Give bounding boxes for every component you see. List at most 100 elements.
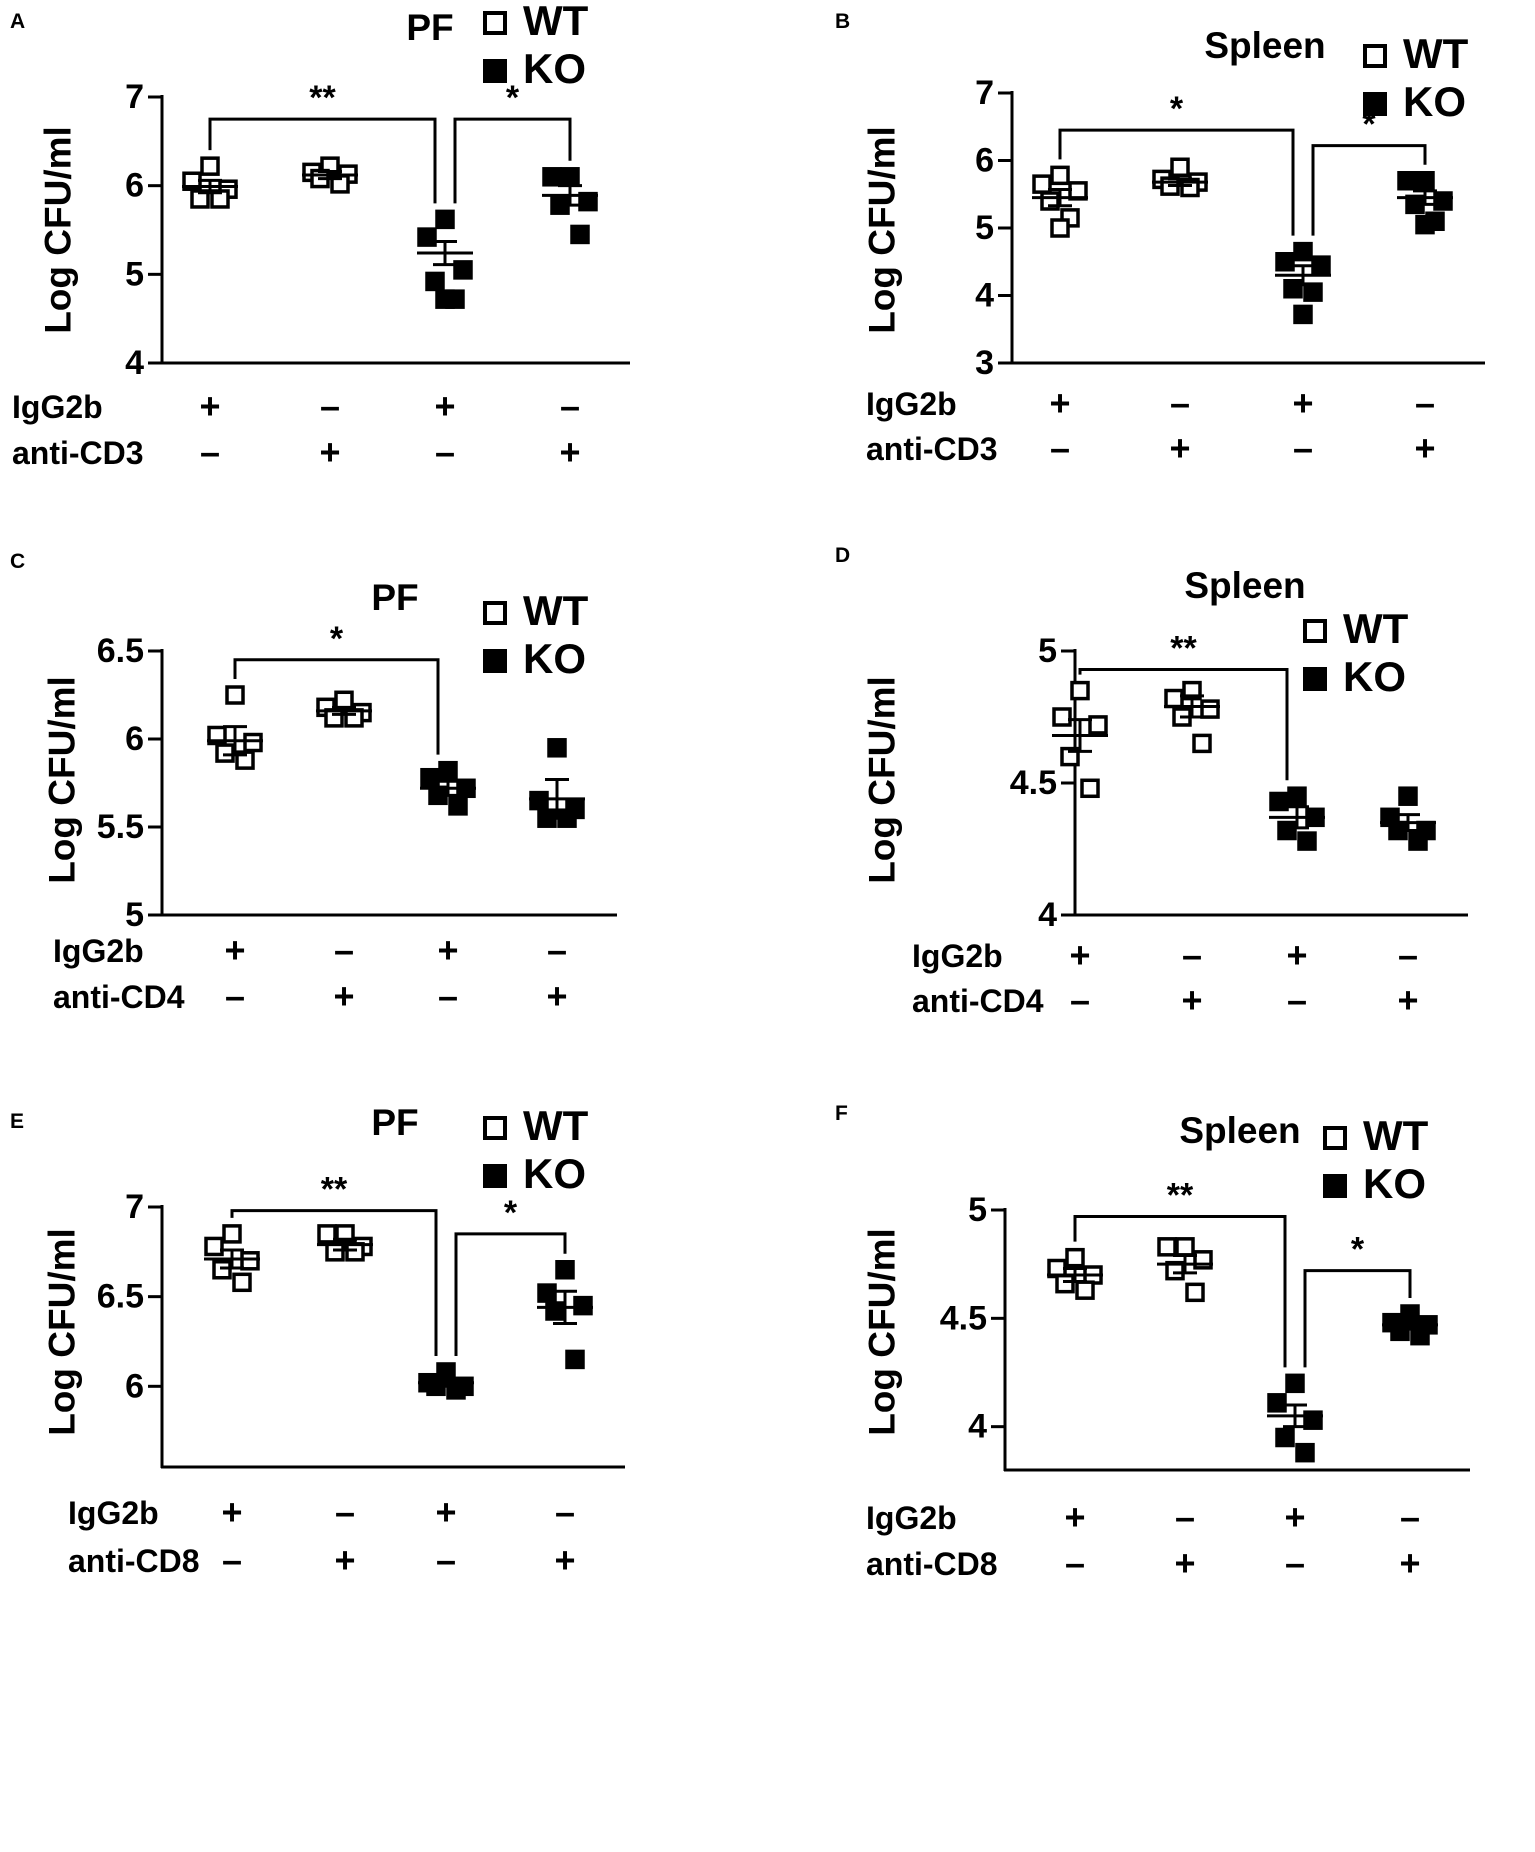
data-point-ko <box>446 1380 466 1400</box>
treatment-sign: + <box>1397 980 1418 1021</box>
legend-label-ko: KO <box>1363 1160 1426 1207</box>
data-point-ko <box>420 767 440 788</box>
data-point-wt <box>1170 157 1190 177</box>
chart-title: PF <box>371 1102 418 1143</box>
data-point-ko <box>578 191 598 212</box>
data-point-ko <box>453 260 473 280</box>
treatment-sign: – <box>547 930 567 971</box>
data-point-wt <box>325 1242 345 1262</box>
legend-label-wt: WT <box>1363 1112 1429 1159</box>
data-point-wt <box>1070 680 1090 701</box>
data-point-wt <box>190 189 210 209</box>
y-axis-label: Log CFU/ml <box>862 1228 903 1436</box>
y-tick-label: 4 <box>1038 896 1057 934</box>
data-point-ko <box>1415 171 1435 191</box>
panel-letter: A <box>10 10 25 33</box>
treatment-sign: – <box>1070 980 1090 1021</box>
treatment-sign: – <box>436 1540 456 1581</box>
legend-label-wt: WT <box>1343 605 1409 652</box>
data-point-wt <box>243 732 263 753</box>
treatment-sign: – <box>335 1492 355 1533</box>
treatment-sign: – <box>1415 383 1435 424</box>
treatment-sign: – <box>1182 935 1202 976</box>
data-point-wt <box>1052 707 1072 727</box>
legend-label-wt: WT <box>523 1102 589 1149</box>
treatment-sign: – <box>1065 1543 1085 1584</box>
data-point-wt <box>1080 778 1100 799</box>
data-point-wt <box>345 1242 365 1262</box>
treatment-sign: – <box>1050 428 1070 469</box>
y-tick-label: 6 <box>125 1367 144 1405</box>
treatment-sign: – <box>222 1540 242 1581</box>
data-point-wt <box>215 743 235 763</box>
significance-label: ** <box>309 79 336 117</box>
y-tick-label: 5 <box>1038 632 1057 670</box>
treatment-sign: + <box>1286 935 1307 976</box>
data-point-ko <box>448 796 468 816</box>
row-label: anti-CD3 <box>866 431 998 467</box>
data-point-wt <box>1200 699 1220 719</box>
y-axis-label: Log CFU/ml <box>862 126 903 334</box>
significance-label: * <box>1362 106 1376 144</box>
treatment-sign: + <box>199 386 220 427</box>
row-label: anti-CD4 <box>53 979 185 1015</box>
legend-marker-wt <box>483 11 507 35</box>
legend-label-ko: KO <box>523 635 586 682</box>
legend-label-wt: WT <box>1403 30 1469 77</box>
y-tick-label: 6 <box>125 167 144 205</box>
row-label: anti-CD8 <box>866 1546 998 1582</box>
data-point-ko <box>438 760 458 781</box>
significance-bracket <box>1078 667 1289 781</box>
data-point-ko <box>547 738 567 758</box>
y-tick-label: 7 <box>975 74 994 112</box>
significance-label: * <box>1351 1231 1365 1269</box>
data-point-ko <box>1283 279 1303 299</box>
data-point-ko <box>1303 282 1323 302</box>
data-point-ko <box>1311 255 1331 275</box>
legend-marker-wt <box>1363 44 1387 68</box>
treatment-sign: + <box>221 1492 242 1533</box>
data-point-ko <box>560 167 580 187</box>
row-label: IgG2b <box>912 938 1003 974</box>
data-point-ko <box>1398 786 1418 806</box>
significance-bracket <box>208 117 437 204</box>
y-axis-label: Log CFU/ml <box>42 1228 83 1436</box>
data-point-ko <box>1293 241 1313 262</box>
data-point-ko <box>435 209 455 230</box>
treatment-sign: + <box>1169 428 1190 469</box>
data-point-wt <box>225 685 245 705</box>
y-tick-label: 7 <box>125 78 144 116</box>
treatment-sign: – <box>438 976 458 1017</box>
treatment-sign: – <box>1175 1497 1195 1538</box>
treatment-sign: + <box>434 386 455 427</box>
data-point-wt <box>1088 715 1108 735</box>
significance-bracket <box>1073 1215 1287 1368</box>
treatment-sign: – <box>1293 428 1313 469</box>
y-tick-label: 5 <box>975 209 994 247</box>
data-point-ko <box>537 1283 557 1303</box>
legend-label-ko: KO <box>523 45 586 92</box>
data-point-wt <box>222 1224 242 1244</box>
data-point-wt <box>317 1224 337 1244</box>
treatment-sign: – <box>334 930 354 971</box>
data-point-wt <box>1050 218 1070 238</box>
significance-bracket <box>230 1209 438 1356</box>
row-label: anti-CD8 <box>68 1543 200 1579</box>
chart-title: Spleen <box>1184 565 1305 606</box>
data-point-ko <box>545 1301 565 1321</box>
legend-marker-ko <box>483 59 507 83</box>
treatment-sign: + <box>333 976 354 1017</box>
data-point-wt <box>1157 1237 1177 1257</box>
data-point-ko <box>555 1260 575 1280</box>
y-tick-label: 4.5 <box>940 1299 987 1337</box>
data-point-ko <box>435 289 455 309</box>
treatment-sign: – <box>320 386 340 427</box>
row-label: IgG2b <box>68 1495 159 1531</box>
legend-label-wt: WT <box>523 587 589 634</box>
treatment-sign: + <box>334 1540 355 1581</box>
significance-label: * <box>504 1194 518 1232</box>
significance-label: * <box>330 620 344 658</box>
